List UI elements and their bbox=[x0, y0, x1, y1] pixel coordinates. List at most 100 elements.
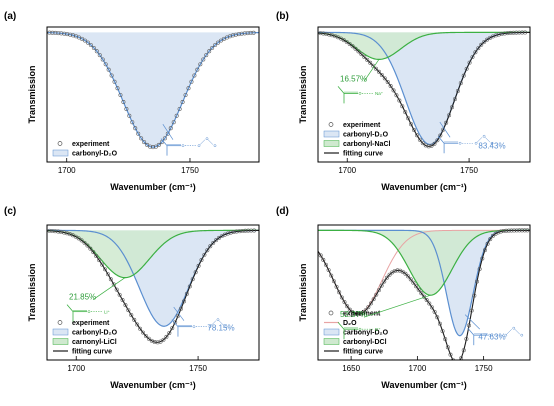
experiment-point bbox=[228, 230, 233, 235]
experiment-point bbox=[236, 32, 241, 37]
experiment-point bbox=[56, 31, 61, 36]
experiment-point bbox=[371, 297, 376, 302]
experiment-point bbox=[506, 228, 511, 233]
experiment-point bbox=[408, 277, 413, 282]
experiment-point bbox=[400, 269, 405, 274]
legend-swatch-d2o bbox=[323, 130, 340, 138]
experiment-point bbox=[327, 32, 332, 37]
experiment-point bbox=[470, 55, 475, 60]
experiment-point bbox=[508, 30, 513, 35]
experiment-point bbox=[419, 291, 424, 296]
x-tick-label: 1750 bbox=[460, 166, 478, 175]
x-tick-label: 1700 bbox=[67, 364, 85, 373]
experiment-point bbox=[464, 66, 469, 71]
legend-label: experiment bbox=[72, 141, 110, 148]
experiment-point bbox=[82, 240, 87, 245]
experiment-point bbox=[242, 31, 247, 36]
x-tick-label: 1750 bbox=[189, 364, 207, 373]
legend-label: fitting curve bbox=[343, 151, 383, 158]
experiment-point bbox=[123, 303, 128, 308]
experiment-point bbox=[153, 144, 158, 149]
experiment-point bbox=[398, 268, 403, 273]
experiment-point bbox=[187, 284, 192, 289]
experiment-point bbox=[485, 37, 490, 42]
experiment-point bbox=[432, 309, 437, 314]
experiment-point bbox=[181, 299, 186, 304]
legend-label: carbonyl-NaCl bbox=[343, 141, 391, 148]
experiment-point bbox=[176, 313, 181, 318]
experiment-point bbox=[105, 272, 110, 277]
experiment-point bbox=[135, 322, 140, 327]
experiment-point bbox=[464, 336, 469, 341]
experiment-point bbox=[341, 38, 346, 43]
experiment-point bbox=[53, 229, 58, 234]
experiment-point bbox=[432, 141, 437, 146]
experiment-point bbox=[472, 293, 477, 298]
experiment-point bbox=[97, 53, 102, 58]
experiment-point bbox=[374, 66, 378, 71]
experiment-point bbox=[136, 131, 141, 136]
legend-label: fitting curve bbox=[72, 349, 112, 356]
band-area-d2o bbox=[318, 32, 530, 145]
experiment-point bbox=[451, 358, 456, 360]
legend-label: D₂O bbox=[343, 320, 357, 327]
experiment-point bbox=[47, 228, 52, 233]
experiment-point bbox=[429, 143, 434, 148]
experiment-point bbox=[94, 49, 99, 54]
experiment-point bbox=[362, 54, 367, 59]
legend-swatch-experiment bbox=[328, 310, 334, 316]
experiment-point bbox=[318, 253, 323, 258]
experiment-point bbox=[388, 84, 393, 88]
experiment-point bbox=[62, 31, 67, 36]
experiment-point bbox=[342, 300, 347, 305]
experiment-point bbox=[480, 256, 485, 261]
experiment-point bbox=[245, 31, 250, 36]
pointer-line bbox=[363, 294, 431, 318]
experiment-point bbox=[174, 113, 179, 118]
pointer-line bbox=[173, 306, 185, 321]
experiment-point bbox=[85, 243, 90, 248]
water-complex-icon bbox=[171, 318, 228, 337]
legend-swatch-d2o bbox=[52, 149, 69, 157]
experiment-point bbox=[406, 274, 411, 279]
experiment-point bbox=[525, 228, 530, 233]
experiment-point bbox=[509, 228, 514, 233]
experiment-point bbox=[458, 81, 463, 86]
experiment-point bbox=[225, 231, 230, 236]
experiment-point bbox=[216, 40, 221, 45]
experiment-point bbox=[517, 30, 522, 35]
experiment-point bbox=[59, 229, 64, 234]
experiment-point bbox=[382, 279, 387, 284]
experiment-point bbox=[469, 308, 474, 313]
legend-label: experiment bbox=[72, 320, 110, 327]
legend-label: carbonyl-D₂O bbox=[72, 330, 118, 337]
experiment-point bbox=[186, 86, 191, 91]
experiment-point bbox=[374, 292, 379, 297]
experiment-point bbox=[210, 45, 215, 50]
experiment-point bbox=[155, 340, 160, 345]
experiment-point bbox=[365, 57, 370, 62]
experiment-point bbox=[355, 312, 360, 317]
experiment-point bbox=[517, 228, 522, 233]
experiment-point bbox=[62, 230, 67, 235]
experiment-point bbox=[97, 258, 102, 263]
experiment-point bbox=[435, 138, 440, 143]
panel-3: 1650 1700 1750 Wavenumber (cm⁻¹) Transmissio… bbox=[276, 206, 531, 390]
legend-swatch-d2o bbox=[323, 328, 340, 336]
panel-2: 1700 1750 Wavenumber (cm⁻¹) Transmission (c)… bbox=[4, 206, 260, 390]
experiment-point bbox=[190, 277, 195, 282]
experiment-point bbox=[108, 277, 113, 282]
band-area-d2o bbox=[47, 32, 259, 148]
legend-swatch-salt bbox=[323, 338, 340, 345]
experiment-point bbox=[219, 38, 224, 43]
panel-letter: (b) bbox=[276, 11, 289, 22]
experiment-point bbox=[56, 229, 61, 234]
experiment-point bbox=[411, 280, 416, 285]
experiment-point bbox=[493, 33, 498, 38]
experiment-point bbox=[379, 72, 384, 77]
experiment-point bbox=[100, 262, 105, 267]
experiment-point bbox=[199, 258, 204, 262]
experiment-point bbox=[384, 275, 389, 280]
experiment-point bbox=[345, 304, 350, 309]
experiment-point bbox=[368, 60, 373, 65]
